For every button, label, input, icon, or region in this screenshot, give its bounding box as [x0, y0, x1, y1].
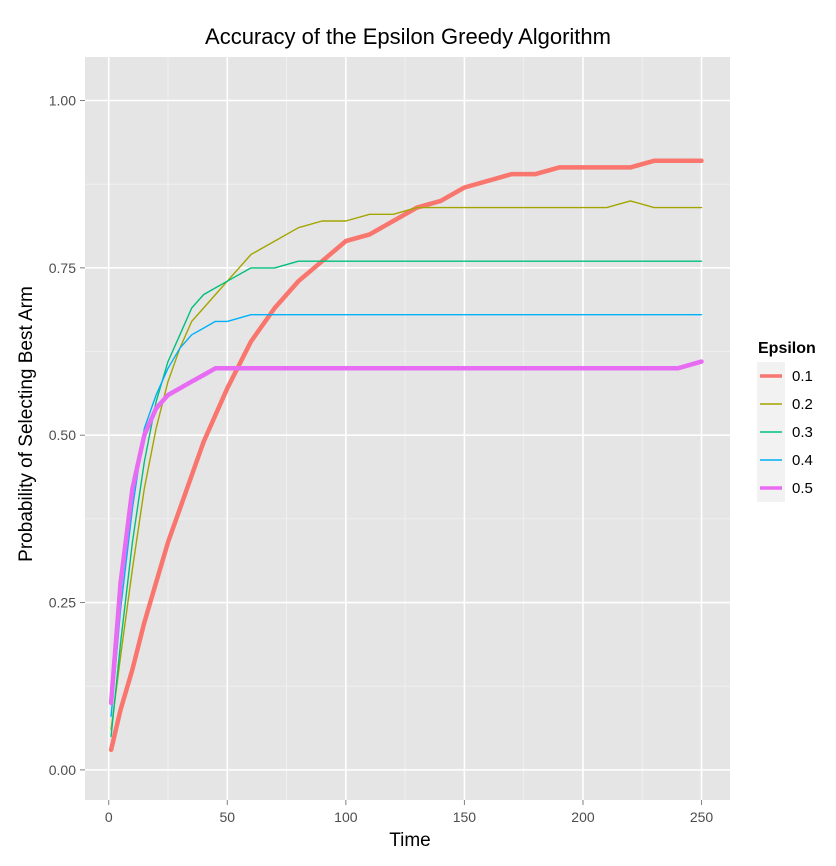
legend-label: 0.5 [792, 480, 813, 497]
x-tick-label: 150 [453, 809, 477, 825]
series-line-0-2 [110, 200, 703, 731]
series-line-0-3 [110, 260, 703, 738]
major-gridlines [85, 57, 730, 800]
x-axis: 0 50 100 150 200 250 [105, 800, 714, 825]
x-tick-label: 50 [219, 809, 235, 825]
y-tick-label: 0.75 [49, 260, 76, 276]
plot-panel [85, 57, 730, 800]
y-tick-label: 1.00 [49, 93, 76, 109]
x-tick-label: 0 [105, 809, 113, 825]
series-line-0-4 [110, 314, 703, 717]
y-tick-label: 0.25 [49, 595, 76, 611]
chart-title: Accuracy of the Epsilon Greedy Algorithm [205, 24, 611, 49]
series-lines [108, 158, 704, 753]
legend-label: 0.1 [792, 368, 813, 385]
y-axis-title: Probability of Selecting Best Arm [16, 286, 37, 562]
x-tick-label: 100 [334, 809, 358, 825]
series-line-0-5 [108, 359, 704, 706]
x-tick-label: 250 [690, 809, 714, 825]
y-tick-label: 0.00 [49, 762, 76, 778]
legend-label: 0.4 [792, 452, 813, 469]
legend-title: Epsilon [758, 340, 816, 357]
legend: Epsilon 0.1 0.2 0.3 0.4 0.5 [757, 340, 816, 502]
y-axis: 0.00 0.25 0.50 0.75 1.00 [49, 93, 85, 778]
y-tick-label: 0.50 [49, 427, 76, 443]
x-tick-label: 200 [571, 809, 595, 825]
minor-gridlines [85, 57, 730, 800]
series-line-0-1 [108, 158, 704, 753]
legend-label: 0.2 [792, 396, 813, 413]
x-axis-title: Time [389, 830, 431, 851]
legend-label: 0.3 [792, 424, 813, 441]
